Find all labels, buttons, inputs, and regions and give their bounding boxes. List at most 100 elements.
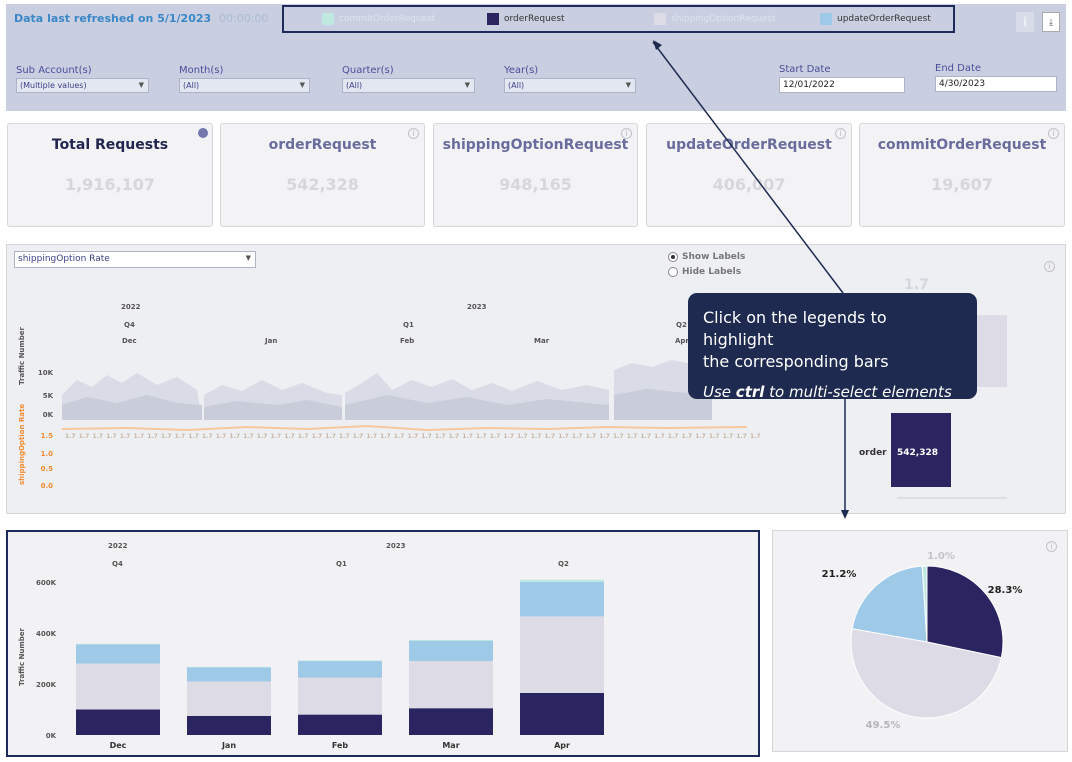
bar-segment: [187, 681, 271, 716]
pie-panel: i 28.3% 49.5% 21.2% 1.0%: [772, 530, 1068, 752]
rate-data-label: 1.7: [613, 433, 624, 440]
legend-swatch: [820, 13, 832, 25]
pie-label: 49.5%: [866, 720, 901, 731]
traffic-tick: 10K: [38, 369, 54, 377]
rate-data-label: 1.7: [353, 433, 364, 440]
legend-item-order[interactable]: orderRequest: [487, 13, 565, 25]
pie-label: 1.0%: [927, 551, 955, 562]
tooltip-hint: Use ctrl to multi-select elements: [703, 383, 952, 401]
legend-item-update-order[interactable]: updateOrderRequest: [820, 13, 931, 25]
rate-data-label: 1.7: [175, 433, 186, 440]
bar-segment: [298, 677, 382, 715]
month-select[interactable]: (All) ▼: [179, 78, 310, 93]
traffic-tick: 5K: [43, 392, 54, 400]
filter-start-date: Start Date 12/01/2022: [779, 64, 905, 93]
info-icon[interactable]: i: [1044, 261, 1055, 272]
pie-chart: 28.3% 49.5% 21.2% 1.0%: [822, 551, 1023, 731]
month-label: Mar: [534, 337, 550, 345]
kpi-card-order[interactable]: i orderRequest 542,328: [220, 123, 425, 227]
year-label: 2023: [467, 303, 487, 311]
rate-data-label: 1.7: [147, 433, 158, 440]
filter-sub-account: Sub Account(s) (Multiple values) ▼: [16, 65, 149, 93]
kpi-title: shippingOptionRequest: [442, 137, 629, 153]
rate-data-label: 1.7: [723, 433, 734, 440]
select-value: (Multiple values): [20, 81, 87, 90]
x-tick-label: Apr: [554, 741, 570, 750]
select-value: (All): [183, 81, 200, 90]
rate-data-label: 1.7: [243, 433, 254, 440]
rate-data-label: 1.7: [709, 433, 720, 440]
bar-segment: [520, 579, 604, 582]
filter-label: Start Date: [779, 64, 831, 75]
year-label: 2022: [121, 303, 141, 311]
legend-label: updateOrderRequest: [837, 14, 931, 24]
year-label: 2023: [386, 542, 406, 550]
kpi-title: Total Requests: [51, 137, 169, 153]
bar-segment: [298, 714, 382, 735]
legend-item-shipping-option[interactable]: shippingOptionRequest: [654, 13, 776, 25]
info-icon[interactable]: i: [408, 128, 419, 139]
bar-segment: [187, 666, 271, 668]
quarter-label: Q4: [124, 321, 135, 329]
kpi-card-total[interactable]: Total Requests 1,916,107: [7, 123, 213, 227]
filter-label: Quarter(s): [342, 65, 394, 76]
bar-segment: [520, 616, 604, 693]
rate-data-label: 1.7: [202, 433, 213, 440]
traffic-axis-label: Traffic Number: [18, 327, 26, 385]
refresh-label: Data last refreshed on 5/1/2023: [14, 12, 212, 25]
legend-item-commit-order[interactable]: commitOrderRequest: [322, 13, 435, 25]
chevron-down-icon: ▼: [138, 81, 144, 89]
legend-label: commitOrderRequest: [339, 14, 436, 24]
y-tick-label: 400K: [36, 630, 57, 638]
bar-segment: [409, 640, 493, 662]
pie-slice: [926, 565, 1004, 659]
bar-segment: [187, 667, 271, 682]
legend-label: orderRequest: [504, 14, 565, 24]
select-value: shippingOption Rate: [18, 254, 110, 264]
year-select[interactable]: (All) ▼: [504, 78, 636, 93]
rate-data-label: 1.7: [558, 433, 569, 440]
quarter-label: Q1: [336, 560, 347, 568]
x-tick-label: Dec: [110, 741, 127, 750]
traffic-tick: 0K: [43, 411, 54, 419]
y-tick-label: 200K: [36, 681, 57, 689]
rate-data-label: 1.7: [188, 433, 199, 440]
bar-segment: [409, 639, 493, 641]
legend-swatch: [322, 13, 334, 25]
select-value: (All): [508, 81, 525, 90]
info-icon[interactable]: i: [1016, 12, 1034, 32]
kpi-value: 948,165: [499, 175, 572, 194]
info-icon[interactable]: i: [1048, 128, 1059, 139]
bar-segment: [298, 660, 382, 662]
month-label: Dec: [122, 337, 137, 345]
rate-data-label: 1.7: [421, 433, 432, 440]
refresh-text: Data last refreshed on 5/1/2023 00:00:00: [14, 12, 268, 25]
info-icon[interactable]: i: [621, 128, 632, 139]
rate-data-label: 1.7: [449, 433, 460, 440]
kpi-value: 19,607: [931, 175, 993, 194]
y-tick-label: 600K: [36, 579, 57, 587]
rate-axis-label: shippingOption Rate: [18, 404, 26, 485]
month-label: Jan: [265, 337, 278, 345]
rate-data-label: 1.7: [490, 433, 501, 440]
rate-data-label: 1.7: [134, 433, 145, 440]
sub-account-select[interactable]: (Multiple values) ▼: [16, 78, 149, 93]
rate-data-label: 1.7: [736, 433, 747, 440]
side-bar-label: order: [859, 448, 887, 458]
kpi-card-update[interactable]: i updateOrderRequest 406,007: [646, 123, 852, 227]
rate-line: [61, 424, 748, 432]
end-date-input[interactable]: 4/30/2023: [935, 76, 1057, 92]
rate-metric-select[interactable]: shippingOption Rate ▼: [14, 251, 256, 268]
year-label: 2022: [108, 542, 128, 550]
bars: Dec Jan Feb Mar Apr: [76, 579, 604, 750]
start-date-input[interactable]: 12/01/2022: [779, 77, 905, 93]
quarter-select[interactable]: (All) ▼: [342, 78, 475, 93]
rate-data-label: 1.7: [640, 433, 651, 440]
info-icon[interactable]: i: [835, 128, 846, 139]
rate-data-label: 1.7: [531, 433, 542, 440]
export-icon[interactable]: ⤓: [1042, 12, 1060, 32]
info-icon[interactable]: i: [1046, 541, 1057, 552]
quarter-label: Q4: [112, 560, 123, 568]
kpi-card-shipping[interactable]: i shippingOptionRequest 948,165: [433, 123, 638, 227]
kpi-card-commit[interactable]: i commitOrderRequest 19,607: [859, 123, 1065, 227]
